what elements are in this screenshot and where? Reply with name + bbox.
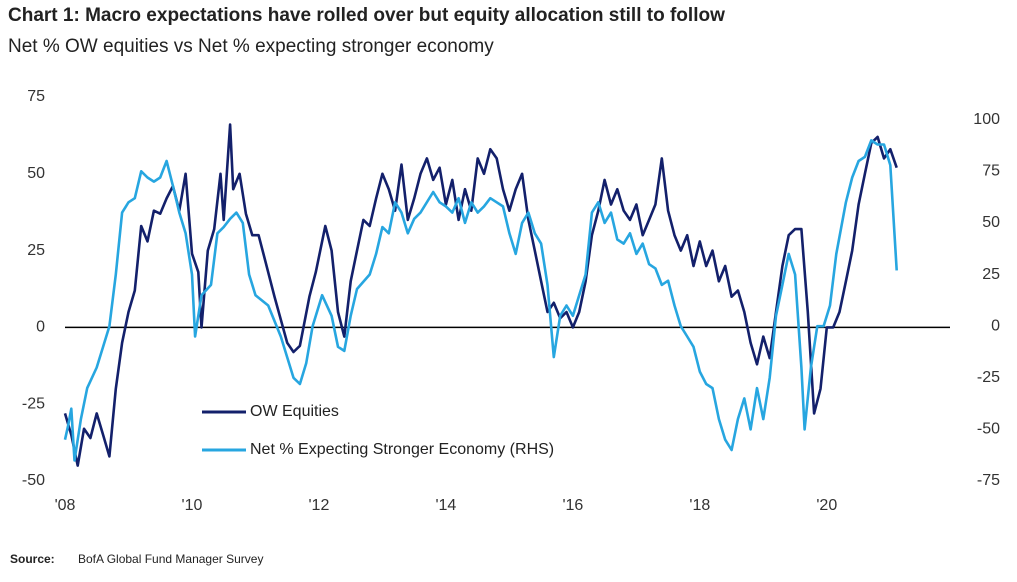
source-label: Source: [10, 552, 55, 566]
y-tick-label: -50 [22, 472, 45, 489]
chart-subtitle: Net % OW equities vs Net % expecting str… [8, 36, 494, 57]
y-tick-label: 50 [27, 165, 45, 182]
legend-label: Net % Expecting Stronger Economy (RHS) [250, 441, 554, 458]
x-tick-label: '16 [562, 497, 583, 514]
y2-tick-label: 100 [973, 111, 1000, 128]
legend-label: OW Equities [250, 403, 339, 420]
y-tick-label: 75 [27, 88, 45, 105]
y2-tick-label: -75 [977, 472, 1000, 489]
series-line [63, 139, 898, 462]
x-tick-label: '18 [689, 497, 710, 514]
y2-tick-label: 25 [982, 266, 1000, 283]
x-tick-label: '12 [309, 497, 330, 514]
y-tick-label: 25 [27, 242, 45, 259]
y-tick-label: 0 [36, 319, 45, 336]
y-tick-label: -25 [22, 395, 45, 412]
y2-tick-label: 50 [982, 214, 1000, 231]
source: BofA Global Fund Manager Survey [78, 552, 263, 566]
x-tick-label: '10 [182, 497, 203, 514]
y2-tick-label: 0 [991, 317, 1000, 334]
x-tick-label: '08 [55, 497, 76, 514]
chart-title: Chart 1: Macro expectations have rolled … [8, 5, 725, 26]
y2-tick-label: -50 [977, 421, 1000, 438]
series-line [63, 123, 898, 467]
x-tick-label: '20 [816, 497, 837, 514]
x-tick-label: '14 [435, 497, 456, 514]
y2-tick-label: 75 [982, 163, 1000, 180]
y2-tick-label: -25 [977, 369, 1000, 386]
